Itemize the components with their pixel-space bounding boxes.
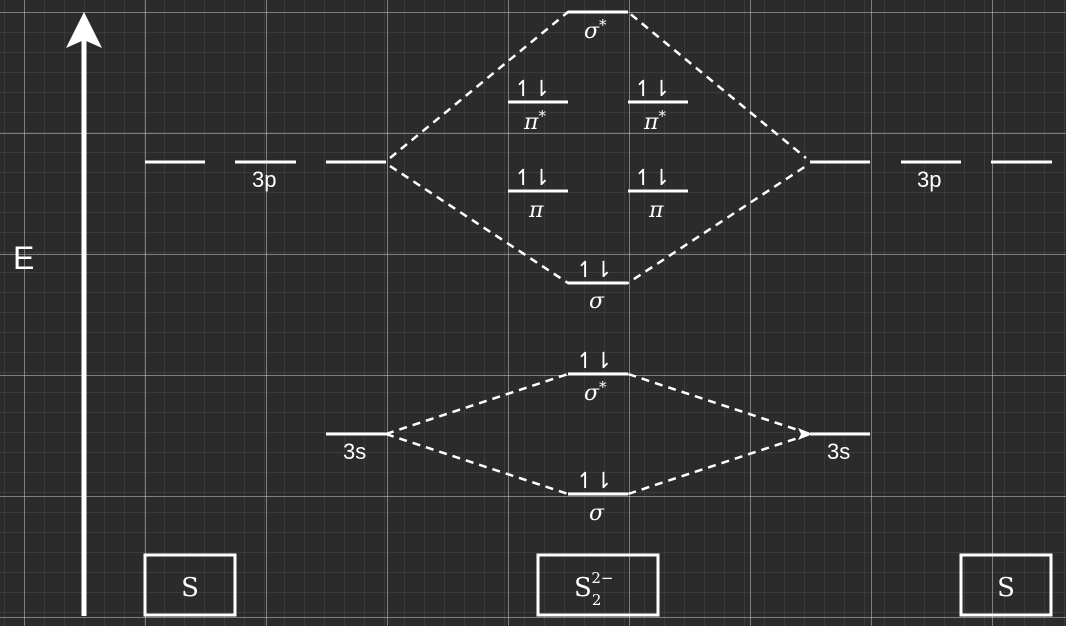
- mo-pi-right-electrons: ↿⇂: [634, 166, 671, 191]
- box-right-atom: [959, 553, 1053, 617]
- box-left-atom-label: S: [181, 573, 199, 603]
- energy-axis-label: E: [13, 240, 34, 276]
- mo-sigma-star-s-label: σ*: [584, 378, 607, 406]
- mo-pi-left-label: π: [528, 198, 544, 223]
- left-3p-label: 3p: [252, 167, 276, 192]
- box-molecule: [536, 553, 660, 617]
- mo-pi-right-label: π: [648, 198, 664, 223]
- right-3s-label: 3s: [827, 439, 850, 464]
- energy-axis-arrowhead-icon: [66, 12, 102, 48]
- arrowhead-right-3s-icon: [798, 428, 812, 440]
- mo-sigma-s-label: σ: [589, 501, 605, 526]
- box-right-atom-label: S: [997, 573, 1015, 603]
- mo-pi-star-left-label: π*: [523, 107, 546, 135]
- correlation-line-sigma-star-p: [389, 10, 807, 159]
- box-molecule-label: S22−: [574, 569, 613, 609]
- mo-pi-star-right-electrons: ↿⇂: [634, 77, 671, 102]
- mo-sigma-star-s-electrons: ↿⇂: [576, 349, 613, 374]
- right-3p-label: 3p: [917, 167, 941, 192]
- mo-pi-left-electrons: ↿⇂: [514, 166, 551, 191]
- mo-sigma-s-electrons: ↿⇂: [576, 469, 613, 494]
- box-left-atom: [143, 553, 237, 617]
- mo-sigma-star-top-label: σ*: [584, 16, 607, 44]
- left-3s-label: 3s: [343, 439, 366, 464]
- mo-sigma-p-electrons: ↿⇂: [576, 258, 613, 283]
- mo-pi-star-right-label: π*: [643, 107, 666, 135]
- mo-pi-star-left-electrons: ↿⇂: [514, 77, 551, 102]
- mo-sigma-p-label: σ: [589, 289, 605, 314]
